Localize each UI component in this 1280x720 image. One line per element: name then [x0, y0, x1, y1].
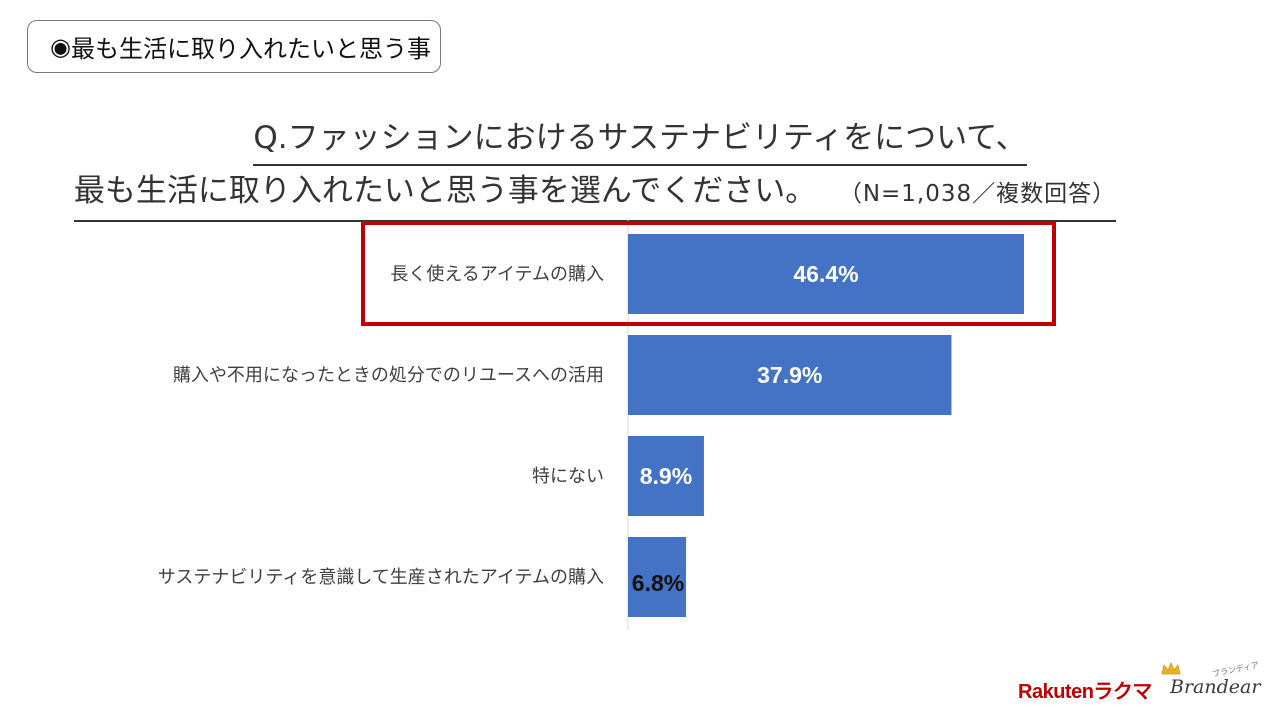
- category-label-1: 長く使えるアイテムの購入: [390, 264, 604, 285]
- section-tag-text: 最も生活に取り入れたいと思う事: [70, 35, 431, 63]
- brandear-logo: Brandear: [1170, 676, 1261, 698]
- question-title: Q.ファッションにおけるサステナビリティをについて、 最も生活に取り入れたいと思…: [0, 113, 1280, 222]
- highlight-box: [361, 221, 1056, 326]
- section-tag: ◉ 最も生活に取り入れたいと思う事: [27, 20, 441, 73]
- value-label-4: 6.8%: [632, 570, 684, 596]
- rakuten-rakuma-logo: Rakutenラクマ: [1018, 675, 1152, 704]
- value-label-1: 46.4%: [793, 261, 858, 287]
- bar-1: [628, 234, 1024, 314]
- question-meta: （N=1,038／複数回答）: [850, 181, 1117, 207]
- question-line-2: 最も生活に取り入れたいと思う事を選んでください。: [73, 173, 817, 209]
- rakuten-logo-text: Rakuten: [1018, 681, 1094, 703]
- category-label-3: 特にない: [532, 466, 604, 487]
- bar-2: [628, 335, 952, 415]
- question-line-2-wrap: 最も生活に取り入れたいと思う事を選んでください。 （N=1,038／複数回答）: [73, 166, 1117, 222]
- crown-icon: [1161, 662, 1181, 675]
- category-label-2: 購入や不用になったときの処分でのリユースへの活用: [173, 365, 604, 386]
- bar-4: [628, 537, 687, 617]
- section-bullet-icon: ◉: [50, 32, 71, 61]
- bar-3: [628, 436, 704, 516]
- question-line-1: Q.ファッションにおけるサステナビリティをについて、: [253, 113, 1027, 166]
- value-label-3: 8.9%: [640, 463, 692, 489]
- value-label-2: 37.9%: [757, 362, 822, 388]
- category-label-4: サステナビリティを意識して生産されたアイテムの購入: [158, 567, 604, 588]
- rakuma-logo-text: ラクマ: [1093, 681, 1152, 703]
